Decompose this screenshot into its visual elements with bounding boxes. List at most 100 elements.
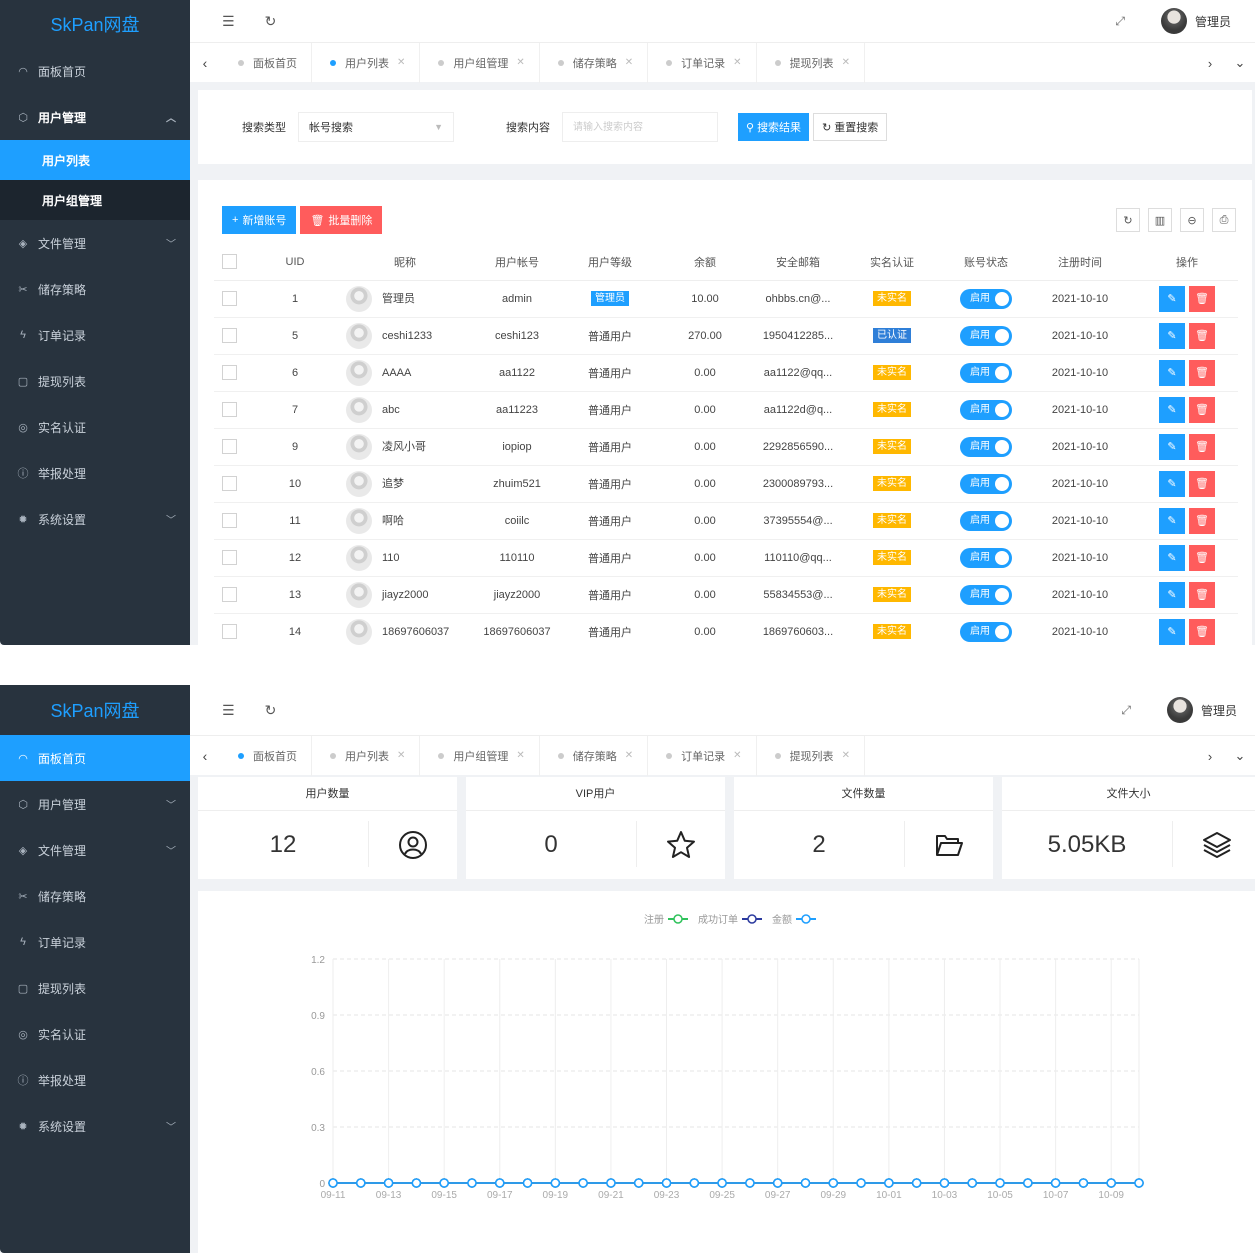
sidebar-item-realname[interactable]: ◎ 实名认证 bbox=[0, 404, 190, 450]
column-header[interactable]: 实名认证 bbox=[836, 244, 948, 281]
sidebar-item-file-mgmt[interactable]: ◈ 文件管理 ﹀ bbox=[0, 220, 190, 266]
tab-user-list[interactable]: 用户列表 ✕ bbox=[312, 735, 421, 776]
tab-orders[interactable]: 订单记录 ✕ bbox=[648, 42, 757, 83]
column-header[interactable]: 注册时间 bbox=[1024, 244, 1136, 281]
refresh-icon[interactable]: ↻ bbox=[1116, 208, 1140, 232]
header-user-name[interactable]: 管理员 bbox=[1194, 14, 1231, 29]
tab-orders[interactable]: 订单记录 ✕ bbox=[648, 735, 757, 776]
delete-button[interactable]: 🗑 bbox=[1189, 470, 1215, 497]
app-logo[interactable]: SkPan网盘 bbox=[0, 685, 190, 735]
delete-button[interactable]: 🗑 bbox=[1189, 544, 1215, 571]
delete-button[interactable]: 🗑 bbox=[1189, 433, 1215, 460]
app-logo[interactable]: SkPan网盘 bbox=[0, 0, 190, 48]
status-toggle[interactable]: 启用 bbox=[960, 621, 1012, 642]
sidebar-item-dashboard[interactable]: ◠ 面板首页 bbox=[0, 735, 190, 781]
sidebar-item-user-mgmt[interactable]: ⬡ 用户管理 ︿ bbox=[0, 94, 190, 140]
delete-button[interactable]: 🗑 bbox=[1189, 285, 1215, 312]
header-user-name[interactable]: 管理员 bbox=[1200, 703, 1237, 718]
column-header[interactable]: 用户等级 bbox=[570, 244, 650, 281]
select-all-checkbox[interactable] bbox=[221, 254, 237, 270]
table-row[interactable]: 7 abc aa11223 普通用户 0.00 aa1122d@q... 未实名 启用 2021… bbox=[214, 391, 1238, 429]
chevron-right-icon[interactable]: › bbox=[1207, 748, 1213, 764]
tab-user-group[interactable]: 用户组管理 ✕ bbox=[420, 42, 540, 83]
close-icon[interactable]: ✕ bbox=[841, 57, 850, 68]
status-toggle[interactable]: 启用 bbox=[960, 584, 1012, 605]
column-header[interactable]: 安全邮箱 bbox=[760, 244, 836, 281]
sidebar-item-storage[interactable]: ✂ 储存策略 bbox=[0, 873, 190, 919]
add-account-button[interactable]: + 新增账号 bbox=[222, 206, 297, 234]
close-icon[interactable]: ✕ bbox=[397, 57, 406, 68]
sidebar-item-orders[interactable]: ϟ 订单记录 bbox=[0, 312, 190, 358]
menu-collapse-icon[interactable]: ☰ bbox=[222, 12, 235, 29]
row-checkbox[interactable] bbox=[221, 587, 237, 602]
table-row[interactable]: 1 管理员 admin 管理员 10.00 ohbbs.cn@... 未实名 启用 2021-1… bbox=[214, 280, 1238, 318]
sidebar-item-storage[interactable]: ✂ 储存策略 bbox=[0, 266, 190, 312]
tab-user-list[interactable]: 用户列表 ✕ bbox=[312, 42, 421, 83]
edit-button[interactable]: ✎ bbox=[1159, 507, 1185, 534]
table-row[interactable]: 10 追梦 zhuim521 普通用户 0.00 2300089793... 未实名 启用 20… bbox=[214, 465, 1238, 503]
menu-collapse-icon[interactable]: ☰ bbox=[222, 701, 235, 718]
chevron-left-icon[interactable]: ‹ bbox=[202, 747, 208, 764]
row-checkbox[interactable] bbox=[221, 291, 237, 306]
sidebar-item-settings[interactable]: ✹ 系统设置 ﹀ bbox=[0, 496, 190, 542]
tab-withdraw[interactable]: 提现列表 ✕ bbox=[757, 42, 865, 83]
chevron-down-icon[interactable]: ⌄ bbox=[1234, 748, 1246, 763]
sidebar-item-realname[interactable]: ◎ 实名认证 bbox=[0, 1011, 190, 1057]
status-toggle[interactable]: 启用 bbox=[960, 399, 1012, 420]
close-icon[interactable]: ✕ bbox=[516, 57, 525, 68]
search-input[interactable] bbox=[562, 112, 718, 142]
fullscreen-icon[interactable]: ⤢ bbox=[1121, 702, 1131, 717]
row-checkbox[interactable] bbox=[221, 402, 237, 417]
delete-button[interactable]: 🗑 bbox=[1189, 618, 1215, 645]
sidebar-item-user-group[interactable]: 用户组管理 bbox=[0, 180, 190, 220]
avatar[interactable] bbox=[1166, 697, 1193, 723]
tab-dashboard[interactable]: 面板首页 bbox=[220, 735, 312, 776]
delete-button[interactable]: 🗑 bbox=[1189, 581, 1215, 608]
refresh-icon[interactable]: ↻ bbox=[264, 12, 277, 29]
edit-button[interactable]: ✎ bbox=[1159, 396, 1185, 423]
chevron-down-icon[interactable]: ⌄ bbox=[1234, 55, 1246, 70]
tab-dashboard[interactable]: 面板首页 bbox=[220, 42, 312, 83]
sidebar-item-dashboard[interactable]: ◠ 面板首页 bbox=[0, 48, 190, 94]
columns-icon[interactable]: ▥ bbox=[1148, 208, 1172, 232]
edit-button[interactable]: ✎ bbox=[1159, 433, 1185, 460]
sidebar-item-report[interactable]: ⓘ 举报处理 bbox=[0, 450, 190, 496]
column-header[interactable]: 昵称 bbox=[346, 244, 464, 281]
edit-button[interactable]: ✎ bbox=[1159, 322, 1185, 349]
status-toggle[interactable]: 启用 bbox=[960, 362, 1012, 383]
search-type-select[interactable]: 帐号搜索 ▼ bbox=[298, 112, 454, 142]
table-row[interactable]: 9 凌风小哥 iopiop 普通用户 0.00 2292856590... 未实名 启用 202… bbox=[214, 428, 1238, 466]
table-row[interactable]: 11 啊哈 coiilc 普通用户 0.00 37395554@... 未实名 启用 2021-… bbox=[214, 502, 1238, 540]
edit-button[interactable]: ✎ bbox=[1159, 618, 1185, 645]
status-toggle[interactable]: 启用 bbox=[960, 510, 1012, 531]
column-header[interactable]: 用户帐号 bbox=[464, 244, 570, 281]
batch-delete-button[interactable]: 🗑 批量删除 bbox=[300, 206, 383, 234]
table-row[interactable]: 13 jiayz2000 jiayz2000 普通用户 0.00 55834553@...… bbox=[214, 576, 1238, 614]
edit-button[interactable]: ✎ bbox=[1159, 581, 1185, 608]
status-toggle[interactable]: 启用 bbox=[960, 288, 1012, 309]
edit-button[interactable]: ✎ bbox=[1159, 285, 1185, 312]
status-toggle[interactable]: 启用 bbox=[960, 547, 1012, 568]
close-icon[interactable]: ✕ bbox=[397, 750, 406, 761]
chevron-left-icon[interactable]: ‹ bbox=[202, 54, 208, 71]
sidebar-item-user-list[interactable]: 用户列表 bbox=[0, 140, 190, 180]
close-icon[interactable]: ✕ bbox=[841, 750, 850, 761]
close-icon[interactable]: ✕ bbox=[624, 750, 634, 761]
print-icon[interactable]: ⎙ bbox=[1212, 208, 1236, 232]
close-icon[interactable]: ✕ bbox=[624, 57, 634, 68]
close-icon[interactable]: ✕ bbox=[516, 750, 525, 761]
table-row[interactable]: 14 18697606037 18697606037 普通用户 0.00 18697606… bbox=[214, 613, 1238, 645]
refresh-icon[interactable]: ↻ bbox=[264, 701, 277, 718]
row-checkbox[interactable] bbox=[221, 365, 237, 380]
row-checkbox[interactable] bbox=[221, 328, 237, 343]
row-checkbox[interactable] bbox=[221, 550, 237, 565]
status-toggle[interactable]: 启用 bbox=[960, 473, 1012, 494]
delete-button[interactable]: 🗑 bbox=[1189, 322, 1215, 349]
row-checkbox[interactable] bbox=[221, 476, 237, 491]
table-row[interactable]: 5 ceshi1233 ceshi123 普通用户 270.00 1950412285..… bbox=[214, 317, 1238, 355]
status-toggle[interactable]: 启用 bbox=[960, 436, 1012, 457]
delete-button[interactable]: 🗑 bbox=[1189, 507, 1215, 534]
reset-button[interactable]: ↻ 重置搜索 bbox=[813, 113, 888, 141]
tab-storage[interactable]: 储存策略 ✕ bbox=[540, 42, 649, 83]
close-icon[interactable]: ✕ bbox=[733, 57, 742, 68]
